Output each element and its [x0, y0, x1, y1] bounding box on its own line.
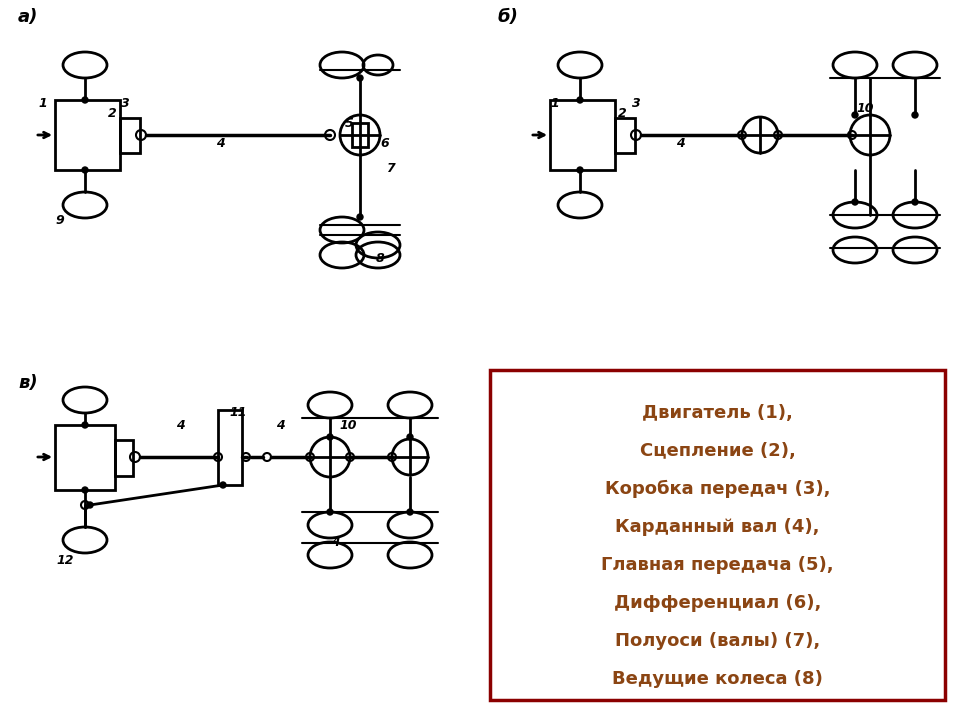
Circle shape [852, 199, 858, 205]
Bar [550, 100, 615, 170]
Text: 9: 9 [56, 214, 64, 227]
Text: 8: 8 [375, 251, 384, 264]
Circle shape [327, 509, 333, 515]
Text: в): в) [18, 374, 37, 392]
Text: б): б) [498, 8, 518, 26]
Circle shape [852, 112, 858, 118]
Text: 1: 1 [38, 96, 47, 109]
Bar [120, 118, 140, 153]
Circle shape [577, 97, 583, 103]
Text: Коробка передач (3),: Коробка передач (3), [605, 480, 830, 498]
Text: 4: 4 [216, 137, 225, 150]
Circle shape [912, 112, 918, 118]
Text: а): а) [18, 8, 38, 26]
Text: Карданный вал (4),: Карданный вал (4), [615, 518, 820, 536]
Circle shape [82, 167, 88, 173]
Circle shape [220, 482, 226, 488]
Bar [55, 425, 115, 490]
Circle shape [87, 502, 93, 508]
Text: Ведущие колеса (8): Ведущие колеса (8) [612, 670, 823, 688]
Bar [615, 118, 635, 153]
Text: 4: 4 [276, 418, 284, 431]
Text: Двигатель (1),: Двигатель (1), [642, 404, 793, 422]
Text: 3: 3 [121, 96, 130, 109]
Circle shape [407, 509, 413, 515]
Text: 12: 12 [57, 554, 74, 567]
Text: 3: 3 [632, 96, 640, 109]
Bar [218, 410, 242, 485]
Bar [352, 123, 368, 147]
Circle shape [82, 487, 88, 493]
Text: 2: 2 [108, 107, 116, 120]
Bar [115, 440, 133, 476]
Circle shape [357, 214, 363, 220]
Text: 4: 4 [330, 536, 340, 549]
Text: Полуоси (валы) (7),: Полуоси (валы) (7), [614, 632, 820, 650]
Text: Дифференциал (6),: Дифференциал (6), [613, 594, 821, 612]
Circle shape [407, 434, 413, 440]
Text: 11: 11 [229, 405, 247, 418]
Circle shape [327, 434, 333, 440]
Text: 2: 2 [617, 107, 626, 120]
Circle shape [82, 422, 88, 428]
FancyBboxPatch shape [490, 370, 945, 700]
Text: 7: 7 [386, 161, 395, 174]
Text: 10: 10 [339, 418, 357, 431]
Text: 4: 4 [676, 137, 684, 150]
Circle shape [577, 167, 583, 173]
Bar [55, 100, 120, 170]
Circle shape [82, 97, 88, 103]
Text: 5: 5 [345, 117, 353, 130]
Text: 10: 10 [856, 102, 874, 114]
Text: Сцепление (2),: Сцепление (2), [639, 442, 796, 460]
Text: Главная передача (5),: Главная передача (5), [601, 556, 834, 574]
Text: 1: 1 [551, 96, 560, 109]
Text: 6: 6 [380, 137, 390, 150]
Circle shape [912, 199, 918, 205]
Text: 4: 4 [176, 418, 184, 431]
Circle shape [357, 75, 363, 81]
